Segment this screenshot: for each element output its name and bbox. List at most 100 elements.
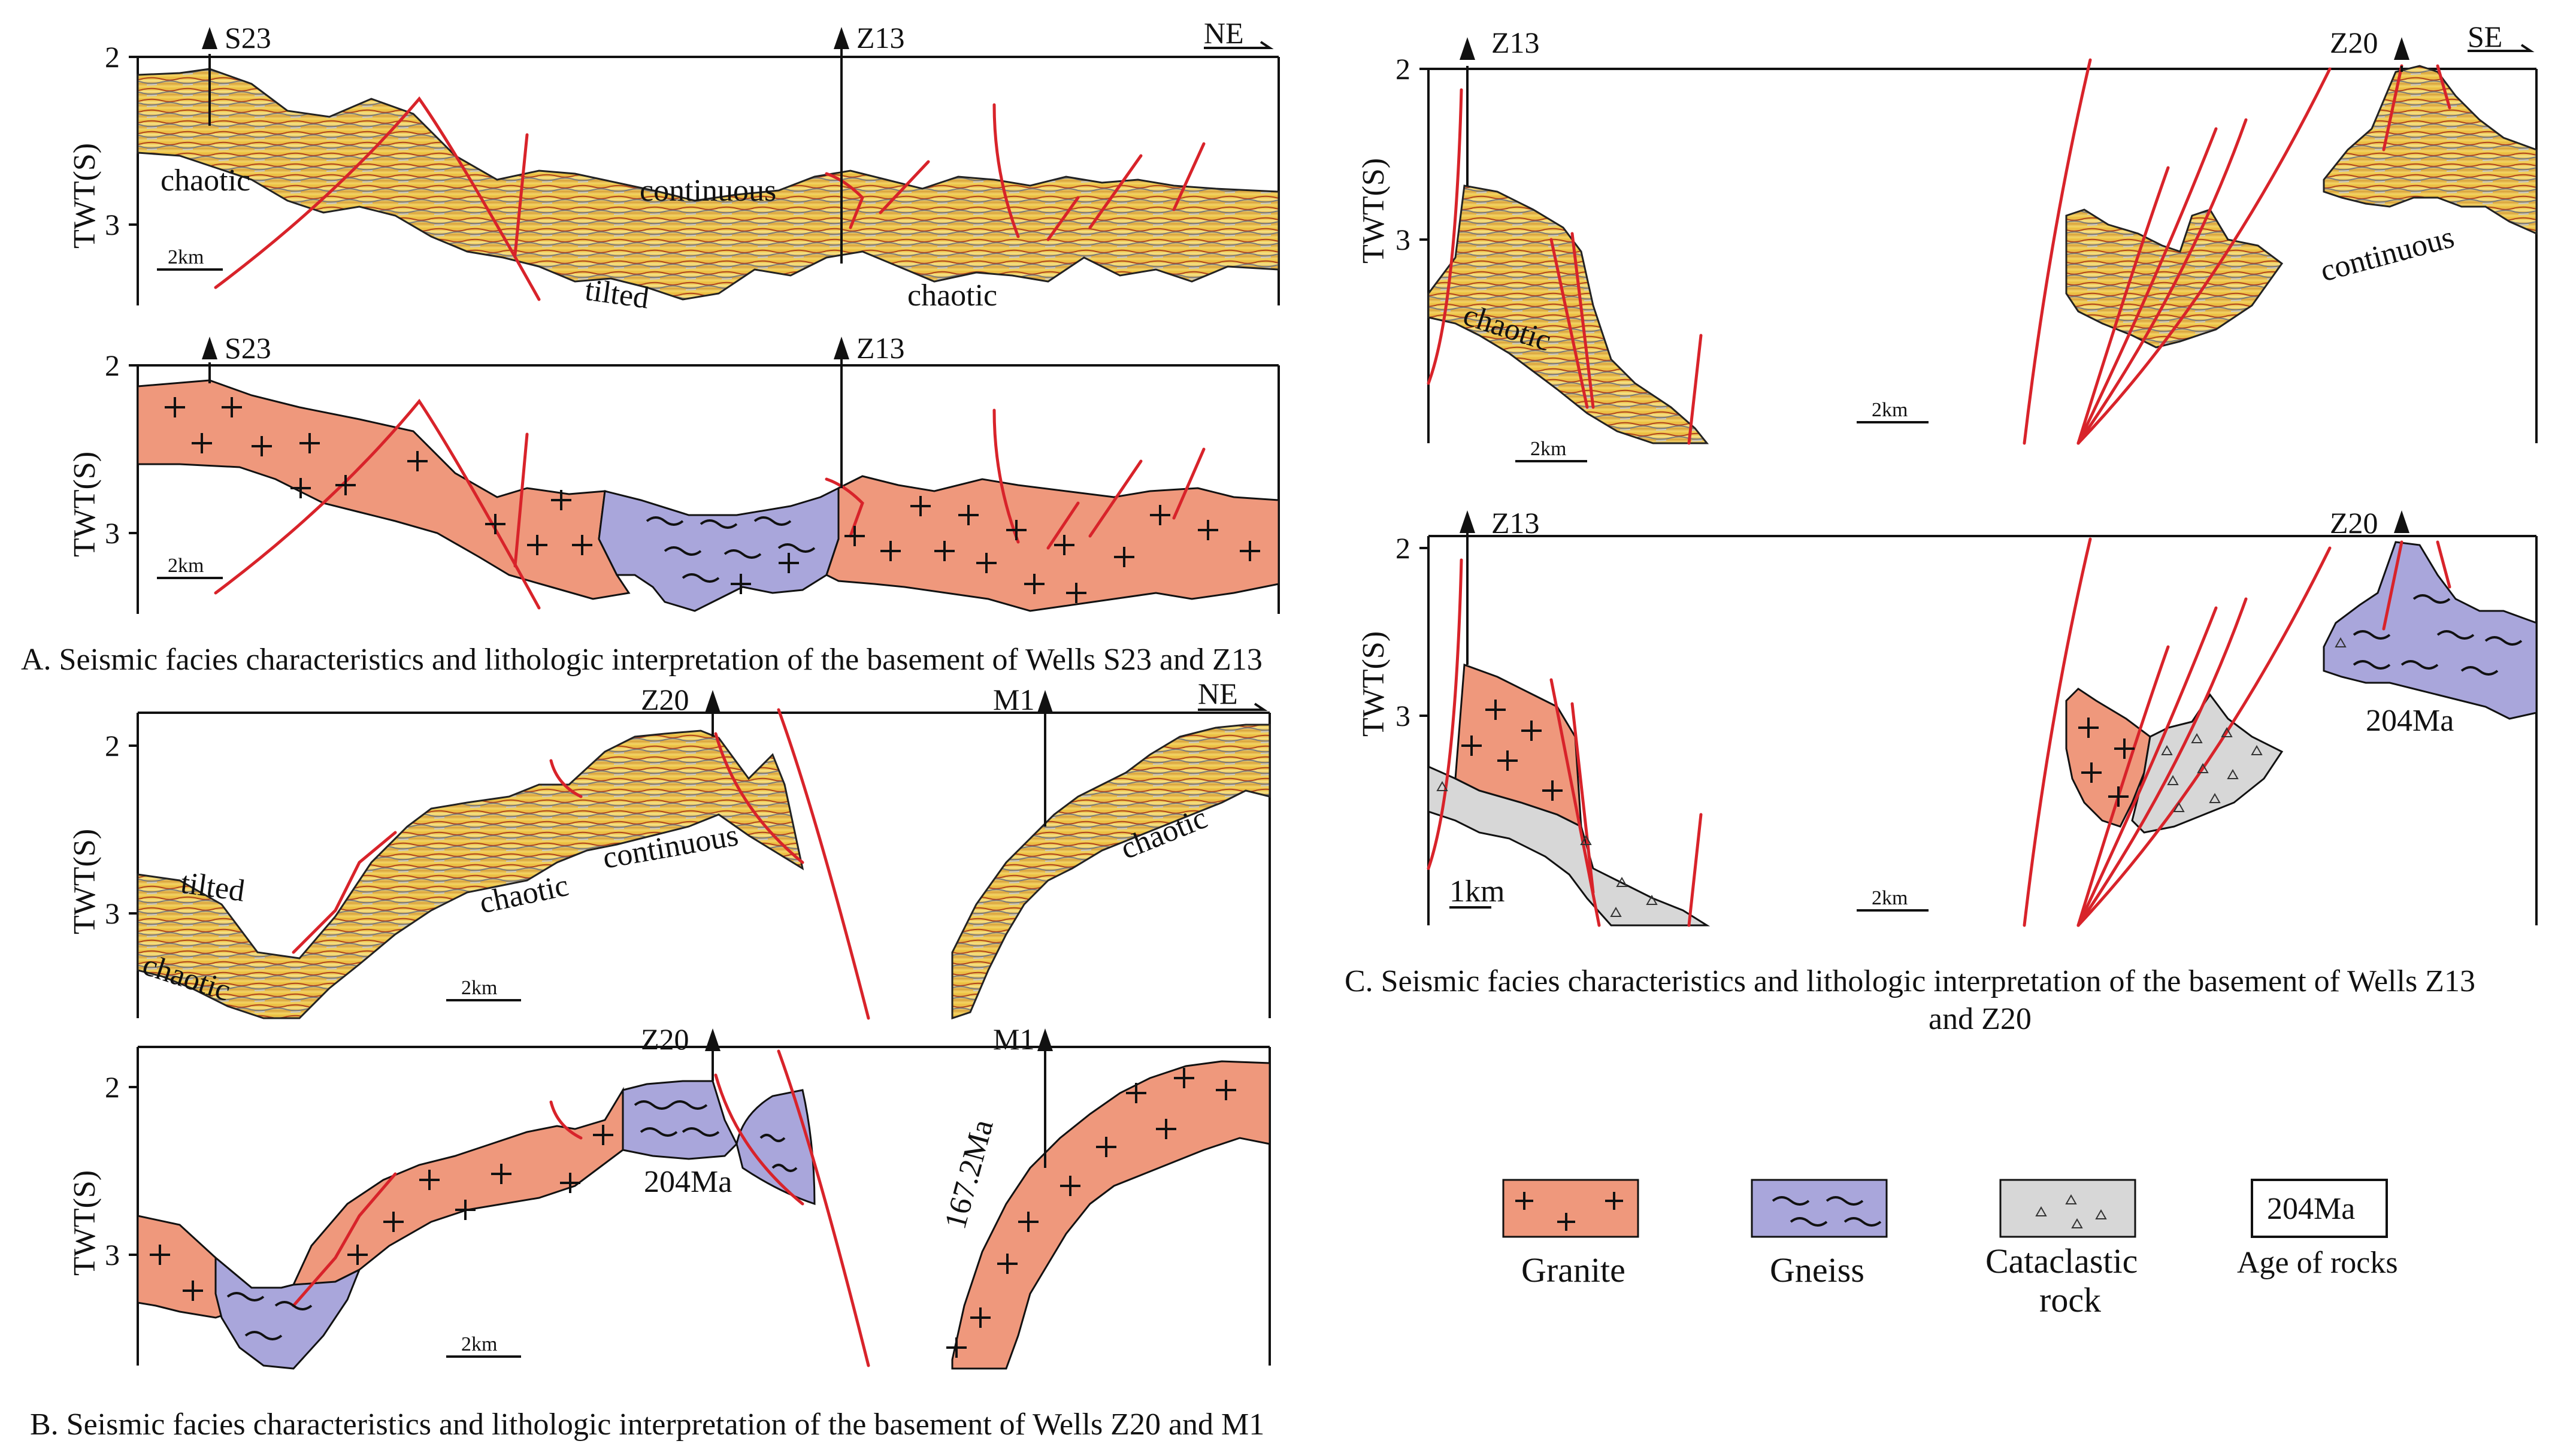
panel-a-lithology: 2 3 TWT(S) xyxy=(68,331,1280,614)
panel-c-lith-tick-3: 3 xyxy=(1395,699,1410,732)
panel-a-lith-fault-2 xyxy=(513,432,529,568)
legend-cataclastic-label-1: Cataclastic xyxy=(1985,1242,2138,1281)
well-z13-marker-c-bottom xyxy=(1460,510,1475,533)
panel-a-fault-7 xyxy=(1088,154,1143,229)
well-s23-marker-bottom xyxy=(202,337,217,359)
panel-a-fault-6 xyxy=(1046,196,1080,241)
panel-c-lith-fault-3 xyxy=(1570,702,1595,894)
panel-a-gneiss xyxy=(598,486,840,612)
panel-c-fault-4 xyxy=(1687,334,1703,445)
panel-c-lith-fault-6 xyxy=(2076,645,2170,927)
panel-b-seis-scale: 2km xyxy=(461,977,497,999)
panel-c-well-z20-bottom: Z20 xyxy=(2330,506,2378,540)
panel-c-lith-tick-2: 2 xyxy=(1395,531,1410,565)
panel-b-well-z20-top: Z20 xyxy=(641,683,689,716)
panel-a-fault-3 xyxy=(825,172,864,229)
panel-a-seismic-section xyxy=(137,68,1280,301)
panel-c-fault-1 xyxy=(1427,88,1463,385)
well-z20-marker-c-bottom xyxy=(2394,510,2409,533)
panel-c-fault-9 xyxy=(2076,67,2332,445)
panel-c-well-z20-top: Z20 xyxy=(2330,26,2378,59)
panel-a-lith-ylabel: TWT(S) xyxy=(68,452,102,557)
panel-a-wells-top: S23 Z13 NE xyxy=(202,16,1274,264)
legend-gneiss: Gneiss xyxy=(1751,1179,1888,1289)
panel-a-fault-2 xyxy=(513,133,529,256)
panel-b-gneiss-symbols xyxy=(226,1100,798,1340)
panel-c-fault-3 xyxy=(1570,232,1595,409)
legend-age-label: Age of rocks xyxy=(2237,1246,2398,1280)
panel-b-age-167: 167.2Ma xyxy=(939,1116,1000,1233)
panel-c-cataclastic-symbols xyxy=(1436,637,2347,917)
panel-a-lith-fault-3 xyxy=(825,477,864,538)
panel-b-caption: B. Seismic facies characteristics and li… xyxy=(30,1407,1264,1442)
panel-a-well-z13-top: Z13 xyxy=(856,21,905,55)
legend-granite: Granite xyxy=(1502,1179,1639,1289)
panel-c-well-z13-top: Z13 xyxy=(1491,26,1540,59)
panel-c-fault-10 xyxy=(2382,64,2403,152)
panel-a-direction: NE xyxy=(1204,16,1244,50)
panel-b-lith-fault-4 xyxy=(777,1049,870,1367)
panel-c-gneiss xyxy=(2323,541,2538,720)
well-z20-marker-top xyxy=(705,690,721,713)
panel-a-facies-continuous: continuous xyxy=(640,174,776,208)
panel-b-well-m1-top: M1 xyxy=(993,683,1034,716)
panel-a-seis-tick-3: 3 xyxy=(105,208,120,241)
panel-b-granite-left xyxy=(137,1086,624,1319)
panel-a-gneiss-symbols xyxy=(646,516,816,583)
panel-c-lith-fault-4 xyxy=(1687,813,1703,927)
panel-b-fault-2 xyxy=(549,759,583,798)
panel-b-fault-3 xyxy=(714,732,804,864)
panel-b-lith-fault-1 xyxy=(292,1172,397,1307)
legend-age-swatch xyxy=(2251,1179,2388,1238)
panel-b-lith-tick-3: 3 xyxy=(105,1238,120,1272)
panel-a-well-s23-top: S23 xyxy=(225,21,271,55)
panel-c-well-z13-bottom: Z13 xyxy=(1491,506,1540,540)
well-z20-marker-bottom xyxy=(705,1028,721,1051)
panel-a-fault-4 xyxy=(879,160,930,214)
panel-b-lith-scale: 2km xyxy=(461,1333,497,1355)
panel-a-well-z13-bottom: Z13 xyxy=(856,331,905,365)
panel-b-lith-fault-2 xyxy=(549,1100,583,1140)
panel-a-lith-fault-1 xyxy=(214,398,541,610)
panel-c-seis-ylabel: TWT(S) xyxy=(1357,158,1391,264)
panel-c-age-204: 204Ma xyxy=(2366,704,2454,738)
panel-a-facies-chaotic-right: chaotic xyxy=(907,279,997,313)
panel-c-lith-fault-7 xyxy=(2076,606,2218,927)
panel-a-caption: A. Seismic facies characteristics and li… xyxy=(21,643,1263,677)
panel-b-lith-tick-2: 2 xyxy=(105,1070,120,1104)
panel-c-lith-fault-5 xyxy=(2023,537,2092,927)
panel-c-caption-line2: and Z20 xyxy=(1929,1002,2032,1036)
panel-c-fault-2 xyxy=(1549,238,1589,409)
panel-c-fault-6 xyxy=(2076,166,2170,445)
panel-a-seismic: 2 3 TWT(S) chaotic continuous tilted cha… xyxy=(68,40,1280,316)
well-m1-marker-top xyxy=(1037,690,1053,713)
panel-c-lithology: 2 3 TWT(S) xyxy=(1357,506,2538,927)
legend-age-sample: 204Ma xyxy=(2267,1192,2355,1226)
panel-c-fault-11 xyxy=(2436,64,2451,110)
panel-b-gneiss-204 xyxy=(622,1080,738,1160)
legend-granite-label: Granite xyxy=(1521,1251,1625,1289)
legend-granite-swatch xyxy=(1502,1179,1639,1238)
panel-a-fault-1 xyxy=(214,96,541,301)
panel-b-seismic: 2 3 TWT(S) tilted chaotic chaotic contin… xyxy=(68,677,1271,1020)
panel-a-lith-fault-6 xyxy=(1088,459,1143,538)
panel-b-age-204: 204Ma xyxy=(644,1165,732,1199)
panel-c-facies-continuous: continuous xyxy=(2317,220,2457,288)
panel-a-lith-tick-2: 2 xyxy=(105,349,120,382)
panel-a-seis-scale: 2km xyxy=(168,246,204,268)
legend-cataclastic: Cataclastic rock xyxy=(1985,1179,2138,1319)
panel-b-seis-tick-3: 3 xyxy=(105,897,120,930)
well-z13-marker-top xyxy=(834,27,849,49)
panel-c-lith-fault-9 xyxy=(2076,546,2332,927)
panel-a-fault-5 xyxy=(992,103,1020,238)
panel-b-well-m1-bottom: M1 xyxy=(993,1022,1034,1056)
panel-a-lith-fault-5 xyxy=(1046,501,1080,550)
panel-c-lith-scale-left: 1km xyxy=(1449,874,1504,909)
panel-a-lith-scale: 2km xyxy=(168,555,204,577)
panel-a-lith-fault-4 xyxy=(992,408,1020,544)
panel-c-seismic: 2 3 TWT(S) chaotic continuous 2km 2km Z1… xyxy=(1357,20,2538,462)
legend-cataclastic-swatch xyxy=(1999,1179,2136,1238)
legend-cataclastic-label-2: rock xyxy=(2039,1281,2101,1319)
panel-c-seis-scale-mid: 2km xyxy=(1872,399,1908,421)
